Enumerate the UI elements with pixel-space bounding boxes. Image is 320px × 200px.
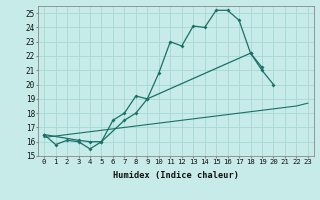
X-axis label: Humidex (Indice chaleur): Humidex (Indice chaleur) bbox=[113, 171, 239, 180]
